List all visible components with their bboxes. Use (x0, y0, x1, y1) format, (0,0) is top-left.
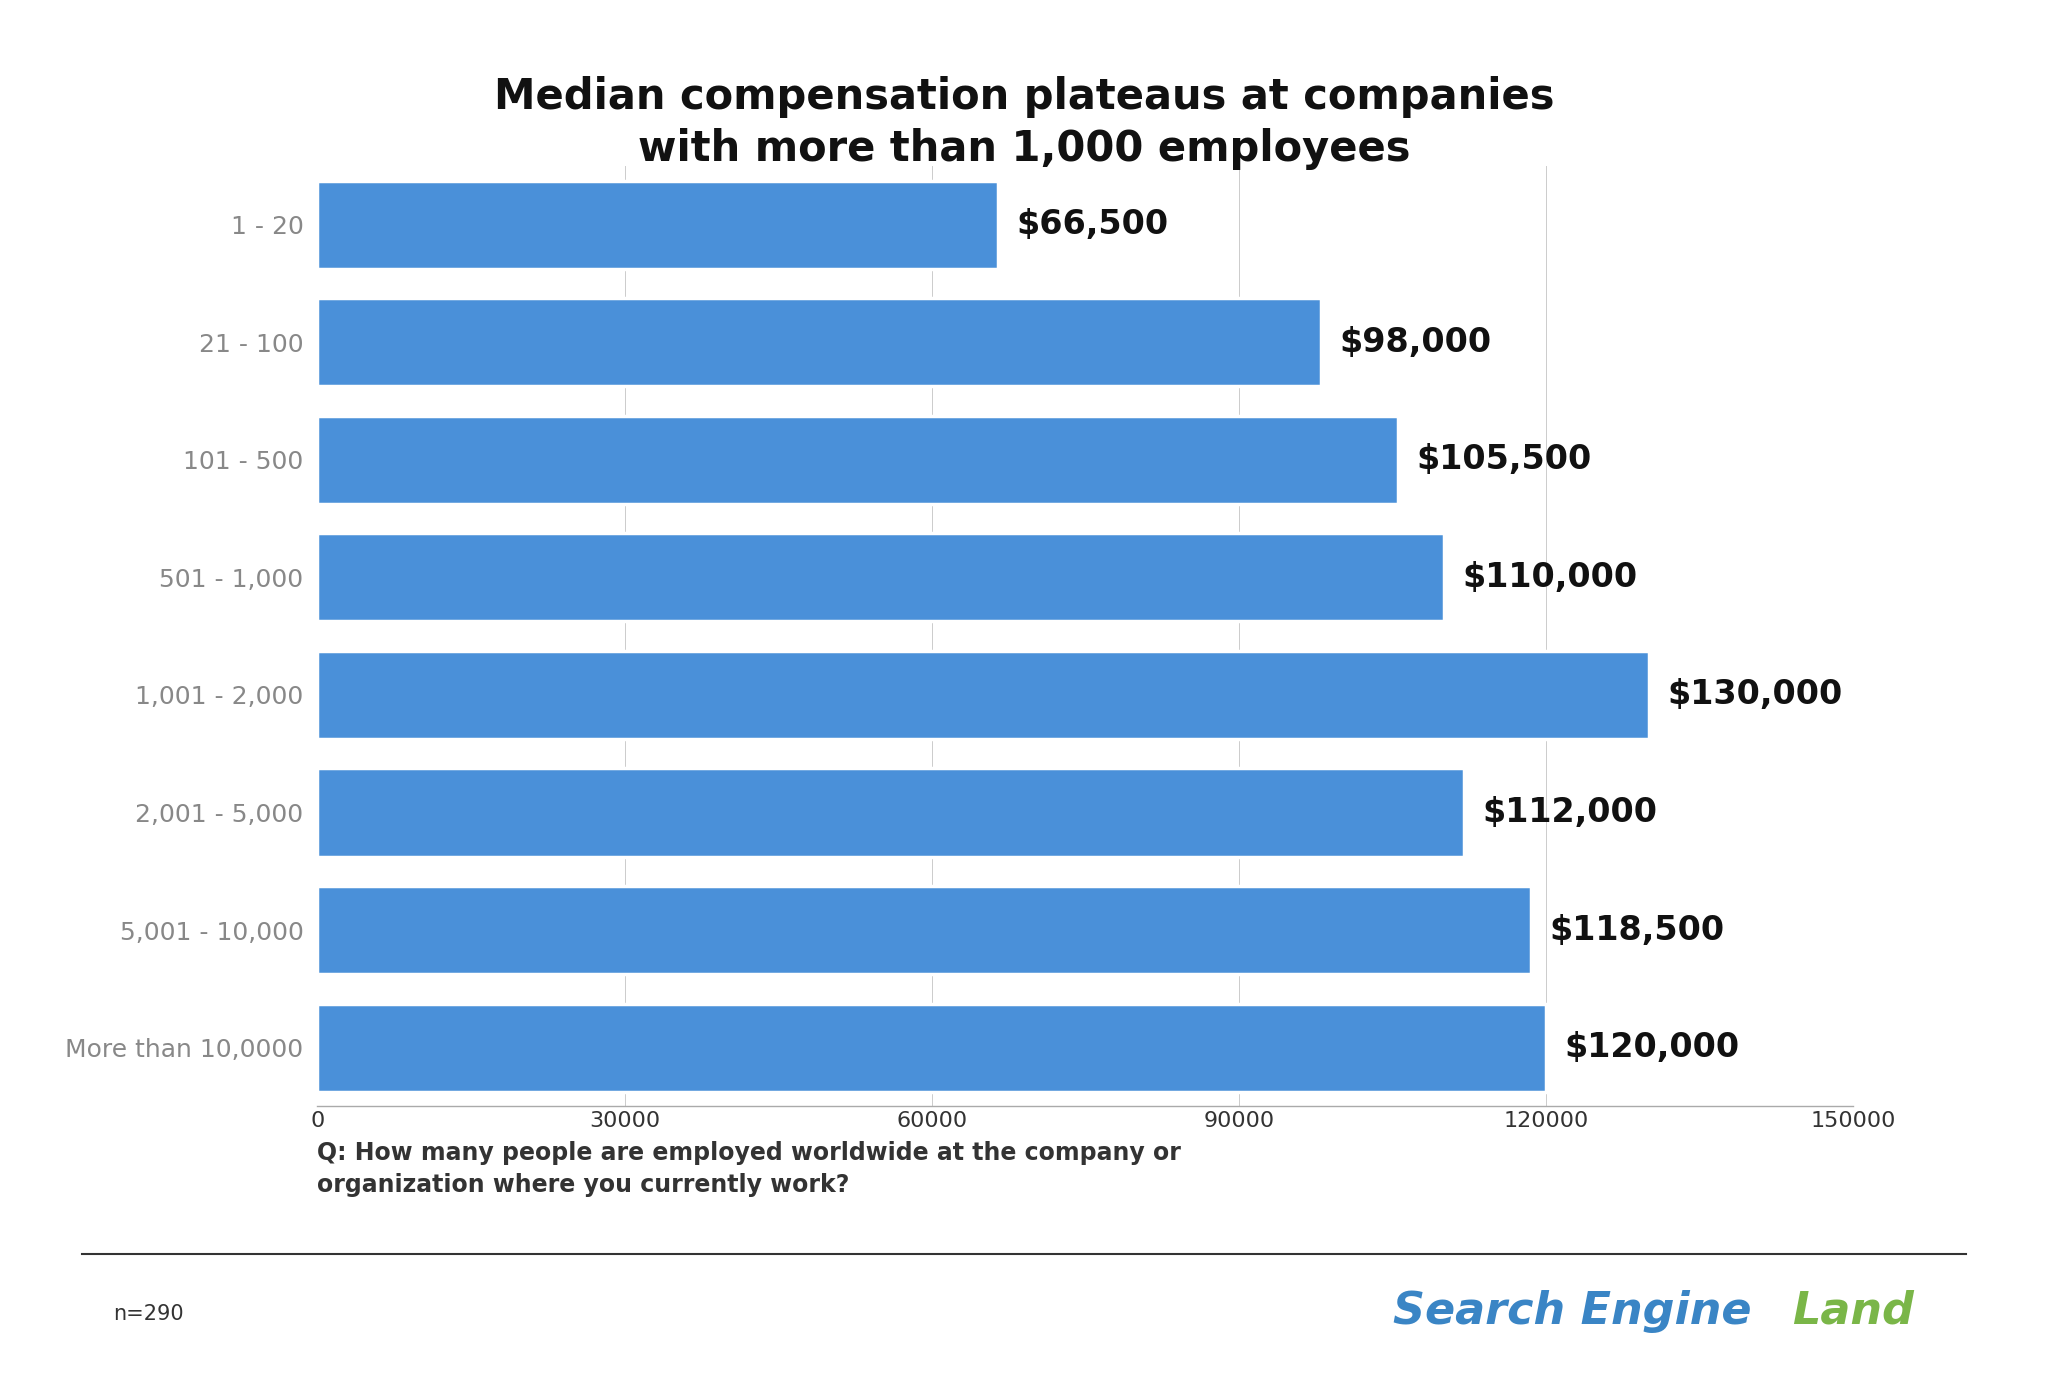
Bar (317, 1004, 1546, 1091)
Bar (317, 534, 1444, 621)
Bar (317, 299, 1321, 386)
Text: Median compensation plateaus at companies
with more than 1,000 employees: Median compensation plateaus at companie… (494, 76, 1554, 170)
Bar (317, 887, 1530, 974)
Text: $118,500: $118,500 (1548, 914, 1724, 946)
Bar (317, 416, 1397, 503)
Text: $105,500: $105,500 (1417, 444, 1591, 476)
Bar (317, 769, 1464, 856)
Text: $112,000: $112,000 (1483, 797, 1657, 828)
Text: Search Engine: Search Engine (1393, 1289, 1767, 1333)
Text: $98,000: $98,000 (1339, 326, 1491, 358)
Text: n=290: n=290 (113, 1304, 182, 1324)
Text: $130,000: $130,000 (1667, 679, 1843, 711)
Text: Q: How many people are employed worldwide at the company or
organization where y: Q: How many people are employed worldwid… (317, 1141, 1182, 1196)
Text: Land: Land (1792, 1289, 1915, 1333)
Text: $120,000: $120,000 (1565, 1032, 1741, 1064)
Bar (317, 651, 1649, 739)
Bar (317, 181, 997, 268)
Text: $66,500: $66,500 (1016, 209, 1169, 241)
Text: $110,000: $110,000 (1462, 561, 1638, 593)
